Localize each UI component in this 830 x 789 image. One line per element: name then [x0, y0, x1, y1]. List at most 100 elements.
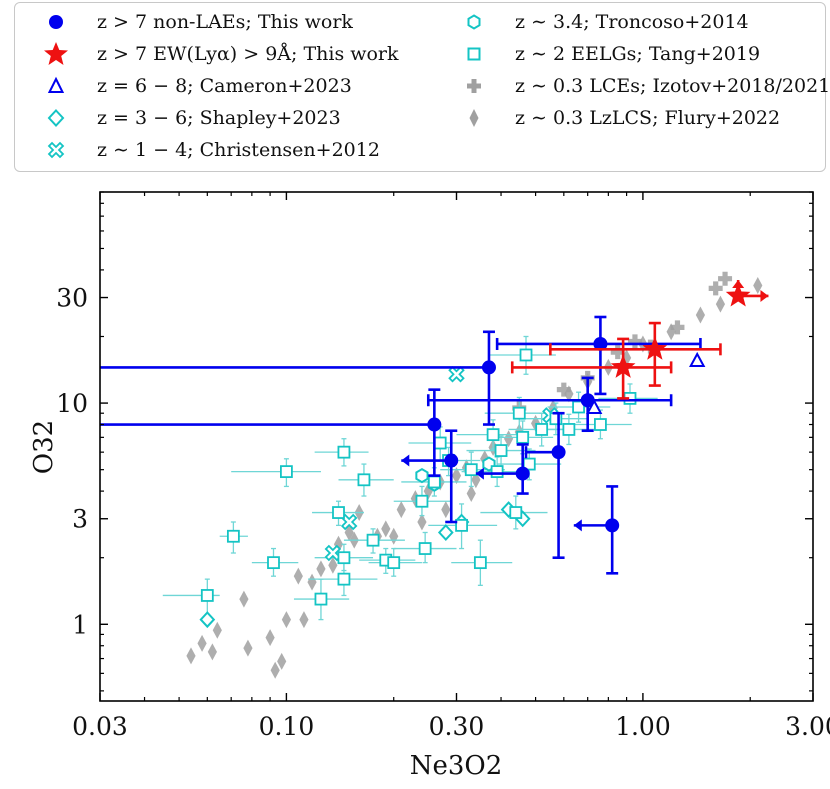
data-point — [444, 453, 459, 468]
data-point — [199, 611, 216, 629]
data-point — [396, 501, 406, 519]
legend-label: z > 7 non-LAEs; This work — [97, 11, 353, 33]
data-point — [293, 567, 303, 585]
x-tick-label: 1.00 — [615, 712, 671, 741]
data-point — [441, 501, 451, 519]
data-point — [725, 283, 751, 307]
data-point — [267, 556, 280, 570]
data-point — [556, 382, 571, 397]
legend: z > 7 non-LAEs; This work z > 7 EW(Lyα) … — [14, 2, 830, 172]
data-point — [627, 334, 642, 349]
limit-arrow-head — [475, 467, 484, 480]
data-point — [464, 463, 478, 477]
data-point — [277, 652, 287, 670]
data-point — [418, 542, 432, 555]
data-point — [509, 506, 523, 519]
data-point — [226, 529, 240, 543]
y-tick-label: 1 — [72, 610, 88, 639]
data-point — [337, 445, 351, 459]
legend-item-lae: z > 7 EW(Lyα) > 9Å; This work — [31, 40, 399, 68]
legend-label: z ∼ 0.3 LCEs; Izotov+2018/2021 — [515, 75, 830, 97]
data-point — [451, 467, 462, 485]
data-point — [718, 271, 733, 286]
x-tick-label: 0.03 — [72, 712, 128, 741]
y-tick-label: 3 — [72, 505, 88, 534]
data-point — [280, 465, 293, 479]
data-point — [666, 323, 676, 341]
legend-label: z = 6 − 8; Cameron+2023 — [97, 75, 352, 97]
legend-item-troncoso: z ∼ 3.4; Troncoso+2014 — [449, 8, 749, 36]
data-point — [415, 467, 429, 484]
legend-label: z ∼ 2 EELGs; Tang+2019 — [515, 43, 761, 65]
data-point — [340, 513, 358, 531]
x-tick-label: 0.30 — [429, 712, 485, 741]
data-point — [324, 544, 342, 562]
data-point — [490, 465, 504, 479]
data-point — [689, 351, 706, 367]
data-point — [642, 336, 668, 360]
data-point — [270, 661, 280, 679]
legend-label: z = 3 − 6; Shapley+2023 — [97, 107, 341, 129]
data-point — [389, 527, 399, 545]
data-point — [471, 471, 481, 489]
data-point — [337, 572, 351, 586]
data-point — [299, 611, 309, 629]
legend-label: z ∼ 3.4; Troncoso+2014 — [515, 11, 749, 33]
plus-icon — [467, 79, 481, 93]
data-point — [186, 647, 196, 665]
data-point — [621, 349, 632, 367]
x-tick-label: 3.00 — [785, 712, 830, 741]
star-icon — [44, 42, 68, 65]
data-point — [695, 306, 706, 324]
data-point — [314, 592, 328, 606]
legend-item-christensen: z ∼ 1 − 4; Christensen+2012 — [31, 136, 380, 164]
data-point — [328, 556, 338, 574]
data-point — [480, 450, 490, 468]
data-point — [281, 611, 292, 629]
legend-label: z > 7 EW(Lyα) > 9Å; This work — [97, 43, 399, 65]
filled-circle-icon — [49, 15, 63, 29]
data-point — [265, 629, 275, 647]
data-point — [551, 445, 566, 460]
data-point — [366, 533, 380, 547]
y-tick-label: 10 — [56, 389, 88, 418]
data-point — [516, 430, 530, 444]
data-point — [337, 551, 351, 565]
data-point — [427, 475, 441, 489]
diamond-filled-icon — [469, 109, 479, 127]
limit-arrow-head — [760, 289, 769, 302]
data-point — [455, 518, 468, 532]
data-point — [433, 436, 447, 450]
legend-label: z ∼ 1 − 4; Christensen+2012 — [97, 139, 380, 161]
data-point — [580, 393, 595, 408]
data-point — [715, 295, 726, 313]
limit-arrow-head — [401, 454, 410, 467]
data-point — [670, 320, 685, 335]
legend-item-nonlae: z > 7 non-LAEs; This work — [31, 8, 353, 36]
data-point — [332, 506, 345, 519]
data-point — [586, 398, 603, 415]
data-point — [519, 348, 533, 362]
legend-item-izotov: z ∼ 0.3 LCEs; Izotov+2018/2021 — [449, 72, 830, 100]
legend-item-tang: z ∼ 2 EELGs; Tang+2019 — [449, 40, 760, 68]
legend-label: z ∼ 0.3 LzLCS; Flury+2022 — [515, 107, 781, 129]
data-point — [387, 556, 401, 570]
data-point — [486, 428, 500, 442]
data-point — [417, 513, 427, 531]
data-point — [448, 365, 465, 383]
legend-item-flury: z ∼ 0.3 LzLCS; Flury+2022 — [449, 104, 780, 132]
x-tick-label: 0.10 — [259, 712, 315, 741]
data-point — [316, 560, 326, 578]
data-point — [207, 643, 217, 661]
data-point — [535, 423, 549, 436]
data-point — [197, 634, 207, 652]
data-point — [415, 494, 429, 508]
data-point — [239, 590, 249, 608]
data-point — [473, 556, 487, 570]
diamond-icon — [47, 109, 65, 127]
data-point — [307, 573, 317, 591]
data-point — [594, 418, 607, 431]
data-point — [605, 518, 620, 533]
data-point — [200, 589, 214, 602]
